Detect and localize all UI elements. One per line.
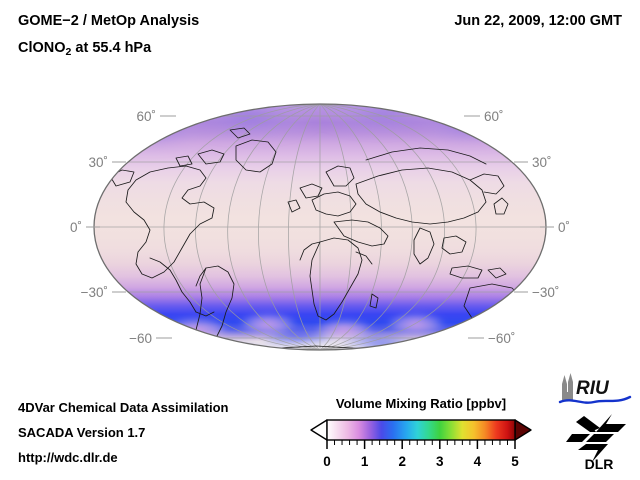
riu-wordmark: RIU	[576, 378, 610, 399]
lat-label-30s-left: −30˚	[81, 285, 108, 300]
footer-method-label: 4DVar Chemical Data Assimilation	[18, 400, 229, 415]
coastlines	[109, 127, 546, 350]
blue-wave-icon	[558, 395, 632, 404]
map-panel: 60˚ 60˚ 30˚ 30˚ 0˚ 0˚ −30˚ −30˚ −60 −60˚	[0, 72, 640, 382]
colorbar-tick-4: 4	[474, 454, 482, 469]
colorbar-legend: Volume Mixing Ratio [ppbv]	[305, 396, 537, 476]
lat-label-30s-right: −30˚	[532, 285, 559, 300]
lat-label-60s-left: −60	[129, 331, 152, 346]
colorbar-gradient-bar	[326, 419, 516, 441]
colorbar-under-arrow	[310, 419, 328, 441]
colorbar-tick-0: 0	[323, 454, 331, 469]
species-name-pre: ClONO	[18, 40, 66, 56]
mollweide-map: 60˚ 60˚ 30˚ 30˚ 0˚ 0˚ −30˚ −30˚ −60 −60˚	[70, 103, 570, 351]
timestamp-label: Jun 22, 2009, 12:00 GMT	[454, 13, 622, 29]
colorbar-tick-5: 5	[511, 454, 519, 469]
colorbar-over-arrow	[514, 419, 532, 441]
species-level: at 55.4 hPa	[71, 40, 152, 56]
lat-label-0-right: 0˚	[558, 220, 570, 235]
species-subscript: 2	[65, 46, 72, 58]
colorbar-major-ticks	[326, 440, 516, 449]
colorbar-minor-ticks	[334, 440, 508, 445]
colorbar-tick-labels: 0 1 2 3 4 5	[323, 454, 519, 469]
lat-label-60n-left: 60˚	[136, 109, 156, 124]
lat-label-30n-left: 30˚	[88, 155, 108, 170]
footer-url-link[interactable]: http://wdc.dlr.de	[18, 450, 118, 465]
page-title: GOME−2 / MetOp Analysis	[18, 13, 200, 29]
footer-version-label: SACADA Version 1.7	[18, 425, 146, 440]
dlr-wordmark: DLR	[585, 456, 614, 470]
colorbar-tick-3: 3	[436, 454, 444, 469]
cathedral-spires-icon	[562, 373, 573, 400]
colorbar-title: Volume Mixing Ratio [ppbv]	[335, 396, 507, 411]
latitude-labels: 60˚ 60˚ 30˚ 30˚ 0˚ 0˚ −30˚ −30˚ −60 −60˚	[70, 109, 570, 346]
colorbar-tick-2: 2	[398, 454, 406, 469]
lat-label-30n-right: 30˚	[532, 155, 552, 170]
species-subtitle: ClONO2 at 55.4 hPa	[18, 40, 152, 58]
axis-ticks	[86, 115, 554, 339]
riu-logo: RIU	[558, 373, 632, 404]
dlr-emblem-icon	[566, 414, 626, 462]
lat-label-60n-right: 60˚	[484, 109, 504, 124]
colorbar-scale: 0 1 2 3 4 5	[310, 419, 532, 469]
lat-label-0-left: 0˚	[70, 220, 82, 235]
colorbar-tick-1: 1	[361, 454, 369, 469]
dlr-logo: DLR	[566, 414, 626, 470]
lat-label-60s-right: −60˚	[488, 331, 515, 346]
